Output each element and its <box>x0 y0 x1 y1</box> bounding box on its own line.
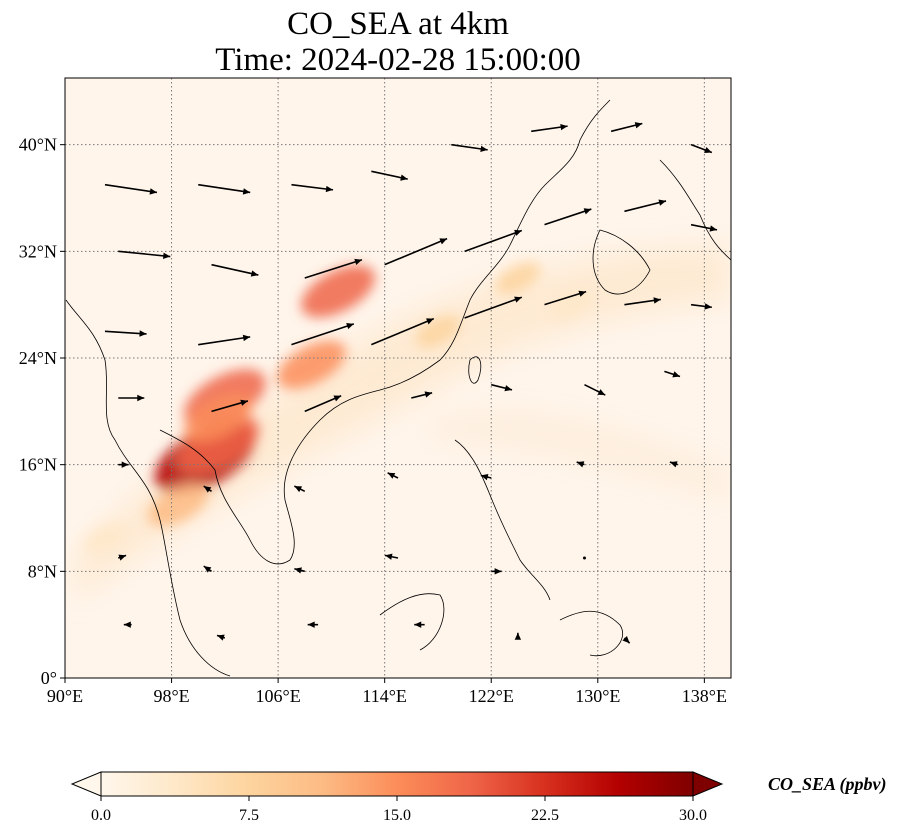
lon-tick-label: 114°E <box>362 686 407 706</box>
wind-vector <box>118 461 129 468</box>
wind-vector <box>384 553 399 560</box>
wind-vector <box>211 263 259 277</box>
lon-tick-label: 130°E <box>575 686 620 706</box>
wind-vector <box>514 632 522 640</box>
wind-vector <box>582 556 586 560</box>
map-frame <box>64 77 732 679</box>
wind-vector <box>622 635 631 644</box>
wind-vector <box>387 472 399 479</box>
plume-hotspot <box>415 315 461 348</box>
wind-vector <box>104 183 158 195</box>
wind-vector <box>118 250 171 260</box>
colorbar-tick-label: 0.0 <box>91 807 111 824</box>
lat-tick-label: 40°N <box>19 135 57 155</box>
lat-tick-label: 0° <box>41 668 57 688</box>
wind-vector <box>451 143 488 153</box>
wind-vector <box>664 370 681 378</box>
plume-hotspot <box>147 483 209 527</box>
lon-tick-label: 138°E <box>682 686 727 706</box>
wind-vector <box>198 334 251 346</box>
plume-hotspot <box>177 415 260 474</box>
lon-tick-label: 98°E <box>153 686 189 706</box>
map-title-line1: CO_SEA at 4km <box>287 6 509 42</box>
plume-band <box>75 245 731 600</box>
plume-hotspot <box>183 393 253 443</box>
lat-tick-label: 8°N <box>28 561 57 581</box>
lon-tick-label: 90°E <box>47 686 83 706</box>
plume-hotspot <box>549 289 593 320</box>
colorbar-title: CO_SEA (ppbv) <box>768 774 887 795</box>
wind-vector <box>491 383 513 392</box>
wind-vector <box>118 394 145 402</box>
wind-vector <box>294 567 305 574</box>
wind-vector <box>411 391 433 399</box>
wind-vector <box>480 473 492 481</box>
colorbar-tick-label: 22.5 <box>531 807 559 824</box>
wind-vector <box>690 223 718 232</box>
wind-vector <box>464 229 523 253</box>
colorbar-extend-low <box>70 771 102 797</box>
wind-vector <box>203 485 212 493</box>
wind-vector <box>371 170 408 181</box>
lat-tick-label: 16°N <box>19 455 57 475</box>
wind-vector <box>544 290 587 306</box>
wind-vector <box>307 621 319 628</box>
plume-hotspot <box>495 262 541 294</box>
wind-vector <box>669 461 678 468</box>
plume-hotspot <box>83 523 127 553</box>
wind-vector <box>291 323 355 346</box>
plume-hotspot <box>277 340 346 389</box>
wind-vector <box>544 208 592 226</box>
colorbar-tick-label: 15.0 <box>383 807 411 824</box>
wind-vector <box>203 565 212 573</box>
plume-hotspot <box>301 265 376 318</box>
wind-vector <box>576 461 585 468</box>
lon-tick-label: 122°E <box>469 686 514 706</box>
wind-vector <box>216 634 226 641</box>
wind-vector <box>211 399 249 413</box>
wind-vector <box>304 394 342 413</box>
wind-vector <box>198 183 251 195</box>
colorbar-tick-label: 30.0 <box>679 807 707 824</box>
wind-vector <box>304 258 363 279</box>
coastlines <box>65 99 731 677</box>
wind-vector <box>624 199 667 213</box>
wind-vector <box>624 297 661 306</box>
plume-band-eastern <box>430 412 731 500</box>
wind-vector <box>531 123 568 133</box>
wind-vector <box>294 485 306 493</box>
lat-tick-label: 32°N <box>19 241 57 261</box>
wind-vector <box>384 237 448 266</box>
lat-tick-label: 24°N <box>19 348 57 368</box>
wind-vector <box>123 621 132 628</box>
wind-vector <box>291 183 334 193</box>
colorbar-tick-label: 7.5 <box>239 807 259 824</box>
colorbar-body <box>100 771 694 797</box>
lon-tick-label: 106°E <box>256 686 301 706</box>
wind-vector <box>690 303 712 310</box>
wind-vector <box>371 317 435 346</box>
wind-vector <box>690 143 713 154</box>
wind-vector <box>464 296 523 319</box>
colorbar-extend-high <box>692 771 724 797</box>
wind-vector <box>104 330 147 337</box>
map-title-line2: Time: 2024-02-28 15:00:00 <box>215 42 581 78</box>
wind-vector <box>491 568 502 575</box>
wind-vector <box>584 383 606 396</box>
wind-vector <box>118 554 127 561</box>
wind-vector <box>414 621 425 628</box>
wind-vector <box>610 122 643 133</box>
